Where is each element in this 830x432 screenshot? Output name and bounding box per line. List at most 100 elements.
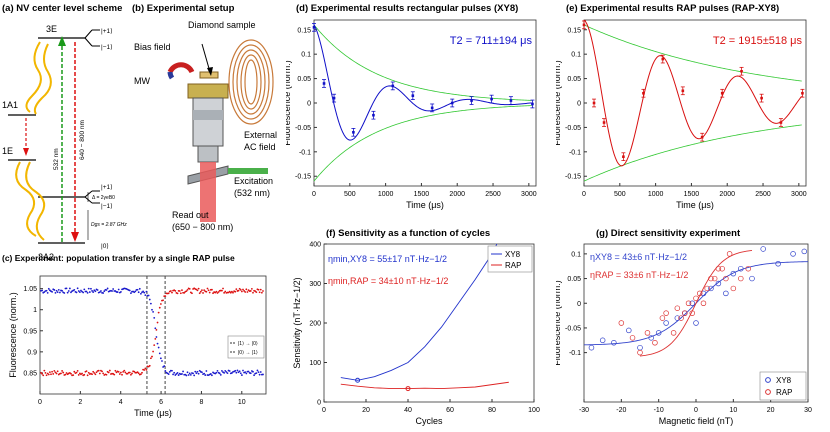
- data-point: [58, 291, 61, 294]
- data-point: [509, 99, 513, 102]
- decay-envelope-upper: [313, 24, 532, 101]
- data-point: [663, 320, 669, 326]
- data-point: [490, 97, 493, 101]
- diamond-sample-label: Diamond sample: [188, 20, 256, 30]
- data-point: [179, 292, 182, 295]
- data-point: [611, 339, 617, 346]
- legend-entry: XY8: [776, 376, 792, 385]
- legend-entry: RAP: [505, 261, 521, 270]
- y-tick-label: -0.05: [565, 325, 581, 332]
- data-point: [191, 292, 193, 295]
- data-point: [63, 292, 66, 294]
- data-point: [655, 330, 662, 336]
- data-point: [111, 290, 113, 292]
- level-1A1-label: 1A1: [2, 100, 18, 110]
- data-point: [130, 292, 132, 295]
- y-axis-label: Fluorescence (norm.): [8, 292, 18, 378]
- data-point: [152, 311, 155, 313]
- data-point: [253, 374, 255, 377]
- data-point: [148, 298, 151, 301]
- data-point: [41, 372, 44, 375]
- data-point: [61, 370, 63, 372]
- min-marker: [355, 377, 361, 383]
- data-point: [642, 91, 645, 95]
- data-point: [244, 291, 247, 293]
- data-point: [151, 308, 153, 311]
- data-point: [96, 289, 99, 291]
- data-point: [224, 290, 227, 293]
- level-scheme-diagram: 3E 1A1 1E 3A2 |+1⟩ |−1⟩ |+1⟩ |−1⟩ |0⟩ Δ …: [2, 24, 127, 262]
- data-point: [245, 288, 248, 291]
- data-point: [120, 371, 122, 374]
- data-point: [181, 373, 183, 375]
- data-point: [83, 373, 86, 376]
- x-tick-label: 1500: [414, 191, 430, 198]
- data-point: [76, 370, 79, 372]
- decay-envelope-lower: [313, 105, 532, 182]
- data-point: [531, 102, 534, 106]
- data-point: [154, 337, 157, 340]
- panel-e-title: (e) Experimental results RAP pulses (RAP…: [566, 3, 780, 14]
- x-tick-label: 0: [582, 191, 586, 198]
- data-point: [159, 303, 162, 305]
- data-point: [243, 290, 246, 292]
- data-point: [201, 289, 203, 292]
- data-point: [192, 372, 194, 375]
- y-tick-label: 0.15: [567, 27, 581, 34]
- data-point: [661, 57, 665, 61]
- x-axis-label: Magnetic field (nT): [659, 416, 734, 426]
- y-tick-label: 100: [309, 360, 321, 367]
- panel-d-title: (d) Experimental results rectangular pul…: [296, 3, 519, 14]
- data-point: [715, 280, 722, 287]
- y-tick-label: -0.1: [299, 149, 311, 156]
- data-point: [174, 290, 177, 292]
- data-point: [205, 370, 208, 372]
- data-point: [81, 372, 83, 375]
- data-point: [66, 291, 69, 294]
- x-tick-label: 4: [119, 399, 123, 406]
- data-point: [708, 275, 714, 282]
- y-tick-label: -0.05: [295, 125, 311, 132]
- data-point: [470, 99, 473, 102]
- data-point: [720, 91, 724, 95]
- data-point: [169, 290, 172, 292]
- data-point: [221, 370, 223, 372]
- data-point: [53, 289, 56, 291]
- data-point: [740, 69, 743, 73]
- data-point: [244, 371, 247, 374]
- data-point: [143, 369, 146, 371]
- data-point: [332, 96, 336, 100]
- ket-plus1-top: |+1⟩: [101, 28, 113, 35]
- data-point: [629, 335, 636, 341]
- data-point: [131, 372, 133, 375]
- data-point: [215, 371, 218, 374]
- data-point: [186, 288, 189, 291]
- min-marker: [405, 386, 411, 392]
- data-point: [174, 374, 177, 376]
- y-tick-label: 0: [577, 301, 581, 308]
- x-tick-label: 1500: [684, 191, 700, 198]
- data-point: [68, 287, 71, 290]
- data-point: [164, 295, 167, 298]
- data-point: [176, 372, 179, 374]
- x-tick-label: 2500: [755, 191, 771, 198]
- data-point: [663, 310, 669, 316]
- xy8-decay-chart: 0 500 1000 1500 2000 2500 3000 -0.15 -0.1 -0.05 0 0…: [286, 19, 537, 210]
- y-tick-label: 0.9: [27, 349, 37, 356]
- data-point: [723, 290, 729, 297]
- data-point: [54, 291, 57, 294]
- data-point: [45, 289, 48, 292]
- data-point: [234, 369, 237, 372]
- data-point: [78, 291, 81, 294]
- data-point: [239, 288, 242, 291]
- y-tick-label: 0.05: [567, 76, 581, 83]
- data-point: [106, 287, 109, 290]
- data-point: [779, 121, 783, 124]
- data-point: [205, 290, 208, 293]
- panel-a: (a) NV center level scheme 3E 1A1 1E 3A2…: [0, 0, 130, 262]
- data-point: [176, 292, 179, 295]
- excitation-label: Excitation: [234, 176, 273, 186]
- data-point: [91, 373, 93, 376]
- data-point: [700, 300, 707, 306]
- data-point: [226, 372, 229, 375]
